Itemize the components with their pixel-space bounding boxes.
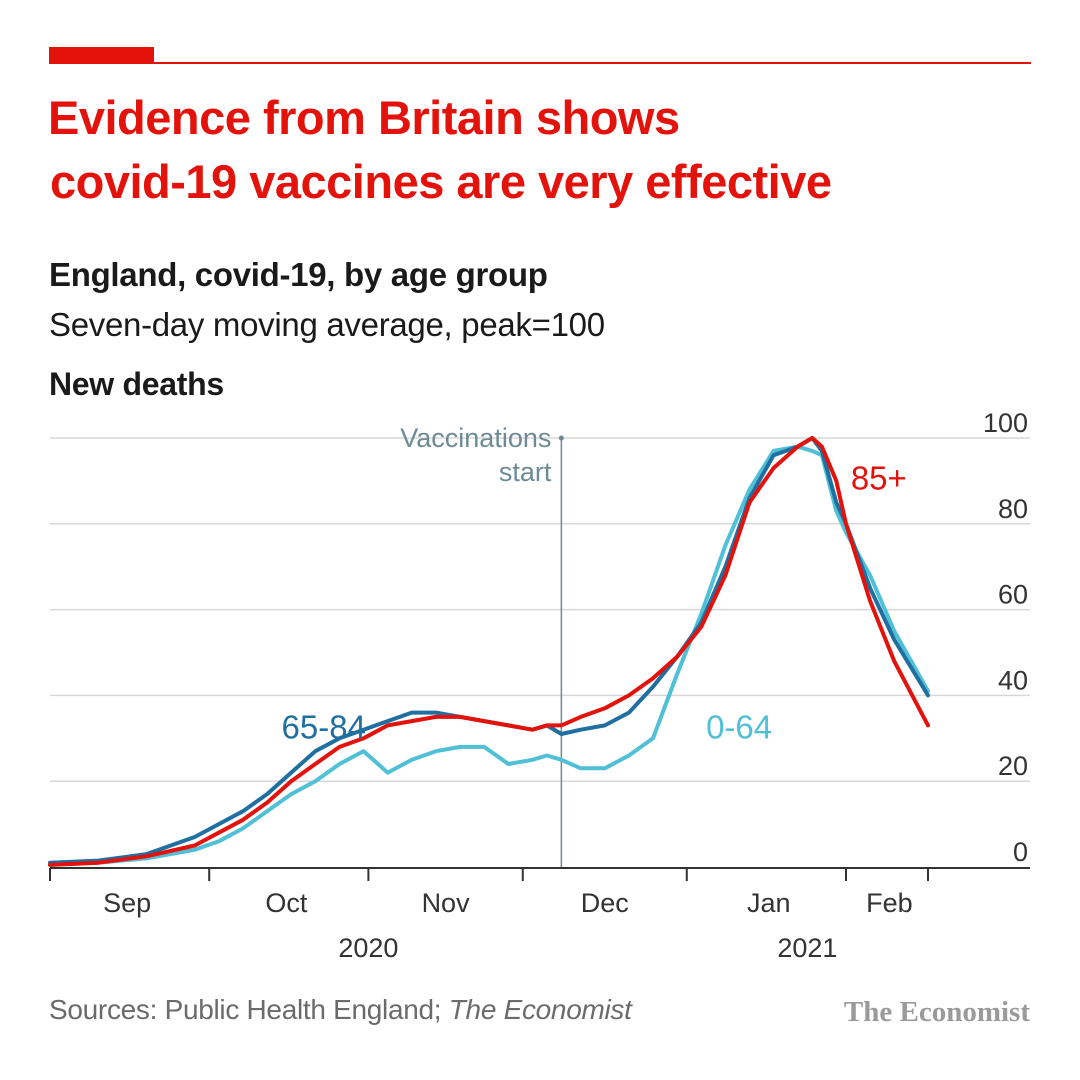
y-tick-label-80: 80 (998, 494, 1028, 524)
y-tick-label-60: 60 (998, 580, 1028, 610)
series-label-0-64: 0-64 (706, 708, 772, 745)
top-accent-rule (49, 62, 1031, 64)
vaccination-annotation-line-1: Vaccinations (400, 423, 551, 453)
y-tick-label-40: 40 (998, 665, 1028, 695)
x-tick-label-feb: Feb (866, 888, 913, 918)
x-tick-label-nov: Nov (422, 888, 471, 918)
series-line-65-84 (48, 436, 930, 865)
series-line-85-plus (48, 436, 930, 867)
y-tick-label-100: 100 (983, 408, 1028, 438)
x-year-label-2021: 2021 (777, 933, 837, 963)
x-year-label-2020: 2020 (338, 933, 398, 963)
sources-prefix: Sources: Public Health England; (49, 994, 449, 1025)
y-tick-label-20: 20 (998, 751, 1028, 781)
x-tick-label-jan: Jan (747, 888, 791, 918)
series-line-0-64 (48, 444, 930, 867)
y-tick-label-0: 0 (1013, 837, 1028, 867)
sources-note: Sources: Public Health England; The Econ… (49, 994, 632, 1026)
sources-italic: The Economist (448, 994, 632, 1025)
chart-title: Evidence from Britain shows covid-19 vac… (48, 86, 1008, 214)
x-tick-label-oct: Oct (265, 888, 308, 918)
title-line-1: Evidence from Britain shows (48, 91, 680, 144)
chart-subtitle: England, covid-19, by age group (49, 256, 548, 293)
x-tick-label-dec: Dec (581, 888, 629, 918)
vaccination-start-dot (558, 435, 564, 441)
series-label-85-plus: 85+ (851, 459, 907, 496)
brand-logo: The Economist (843, 996, 1030, 1028)
title-line-2: covid-19 vaccines are very effective (50, 155, 832, 208)
panel-title: New deaths (49, 366, 224, 402)
vaccination-annotation-line-2: start (499, 457, 552, 487)
x-tick-label-sep: Sep (103, 888, 151, 918)
series-label-65-84: 65-84 (282, 708, 366, 745)
chart-description: Seven-day moving average, peak=100 (49, 306, 605, 343)
top-accent-tag (49, 47, 154, 63)
